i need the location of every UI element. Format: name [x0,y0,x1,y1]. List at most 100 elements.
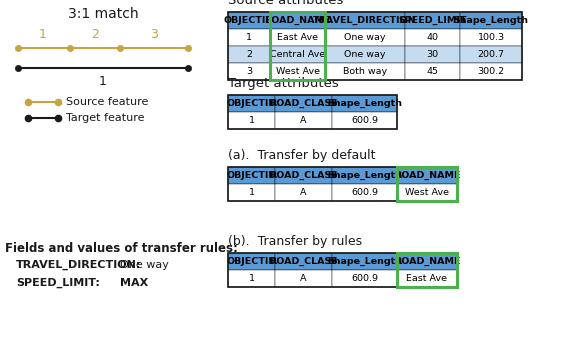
Bar [397,253,457,287]
Text: MAX: MAX [120,278,148,288]
Text: 3: 3 [150,28,158,41]
Bar [325,29,405,46]
Text: ROAD_CLASS: ROAD_CLASS [269,99,338,108]
Text: East Ave: East Ave [277,33,318,42]
Bar [275,184,332,201]
Text: 1: 1 [248,188,255,197]
Bar [228,12,270,29]
Bar [228,270,275,287]
Text: 40: 40 [426,33,438,42]
Bar [228,29,270,46]
Bar [405,12,460,29]
Text: OBJECTID: OBJECTID [226,99,277,108]
Text: 600.9: 600.9 [351,188,378,197]
Bar [405,29,460,46]
Text: Shape_Length: Shape_Length [327,171,402,180]
Bar [228,12,522,80]
Bar [460,12,522,29]
Bar [275,270,332,287]
Text: 1: 1 [246,33,252,42]
Text: (a).  Transfer by default: (a). Transfer by default [228,149,375,162]
Text: (b).  Transfer by rules: (b). Transfer by rules [228,235,362,248]
Text: TRAVEL_DIRECTION:: TRAVEL_DIRECTION: [16,260,142,270]
Text: Shape_Length: Shape_Length [327,257,402,266]
Bar [228,95,275,112]
Text: West Ave: West Ave [405,188,449,197]
Bar [332,270,397,287]
Bar [228,253,275,270]
Text: 100.3: 100.3 [477,33,505,42]
Text: 30: 30 [426,50,438,59]
Text: SPEED_LIMIT: SPEED_LIMIT [398,16,467,25]
Text: ROAD_NAME: ROAD_NAME [394,257,461,266]
Text: SPEED_LIMIT:: SPEED_LIMIT: [16,278,100,288]
Text: One way: One way [345,33,386,42]
Bar [270,29,325,46]
Bar [332,167,397,184]
Text: 600.9: 600.9 [351,274,378,283]
Text: 2: 2 [246,50,252,59]
Text: 1: 1 [99,75,107,88]
Text: 3: 3 [246,67,252,76]
Bar [275,253,332,270]
Text: 2: 2 [91,28,99,41]
Bar [228,253,457,287]
Bar [228,63,270,80]
Text: A: A [300,188,307,197]
Text: OBJECTID: OBJECTID [224,16,274,25]
Text: Source attributes: Source attributes [228,0,343,7]
Bar [405,46,460,63]
Text: West Ave: West Ave [276,67,320,76]
Bar [270,46,325,63]
Bar [332,112,397,129]
Bar [270,12,325,29]
Bar [228,167,457,201]
Bar [275,112,332,129]
Text: ROAD_NAME: ROAD_NAME [264,16,331,25]
Text: OBJECTID: OBJECTID [226,171,277,180]
Bar [270,63,325,80]
Bar [405,63,460,80]
Text: One way: One way [120,260,169,270]
Text: One way: One way [345,50,386,59]
Bar [332,253,397,270]
Text: 1: 1 [248,116,255,125]
Bar [275,167,332,184]
Text: 1: 1 [248,274,255,283]
Text: Fields and values of transfer rules:: Fields and values of transfer rules: [5,242,238,255]
Text: Target attributes: Target attributes [228,77,339,90]
Text: Shape_Length: Shape_Length [454,16,528,25]
Text: 3:1 match: 3:1 match [68,7,138,21]
Bar [397,167,457,201]
Text: OBJECTID: OBJECTID [226,257,277,266]
Bar [332,95,397,112]
Text: 200.7: 200.7 [477,50,505,59]
Bar [332,184,397,201]
Bar [228,167,275,184]
Bar [460,29,522,46]
Text: 300.2: 300.2 [477,67,505,76]
Text: ROAD_NAME: ROAD_NAME [394,171,461,180]
Text: 1: 1 [39,28,47,41]
Bar [397,184,457,201]
Bar [270,12,325,80]
Text: 600.9: 600.9 [351,116,378,125]
Text: Both way: Both way [343,67,387,76]
Bar [228,112,275,129]
Text: A: A [300,274,307,283]
Bar [275,95,332,112]
Text: 45: 45 [426,67,438,76]
Bar [228,184,275,201]
Text: TRAVEL_DIRECTION: TRAVEL_DIRECTION [313,16,417,25]
Text: Source feature: Source feature [66,97,148,107]
Bar [228,95,397,129]
Bar [397,167,457,184]
Bar [397,253,457,270]
Text: Central Ave: Central Ave [270,50,325,59]
Bar [325,12,405,29]
Bar [228,46,270,63]
Bar [325,63,405,80]
Text: ROAD_CLASS: ROAD_CLASS [269,257,338,266]
Text: East Ave: East Ave [407,274,448,283]
Bar [325,46,405,63]
